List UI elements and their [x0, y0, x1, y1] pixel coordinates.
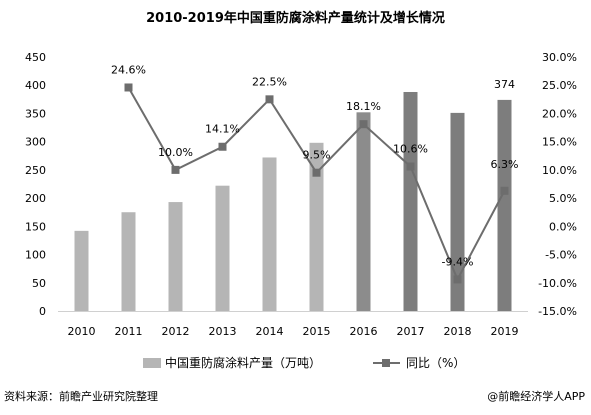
legend-label-bar: 中国重防腐涂料产量（万吨） [165, 355, 321, 370]
x-axis-tick-label: 2010 [68, 325, 96, 338]
left-axis-tick-label: 350 [25, 107, 46, 120]
x-axis-tick-label: 2013 [209, 325, 237, 338]
growth-data-label: 18.1% [346, 100, 381, 113]
right-axis-tick-label: 25.0% [542, 79, 577, 92]
x-axis-tick-label: 2017 [397, 325, 425, 338]
bar-2014 [262, 157, 277, 311]
right-axis-tick-label: -15.0% [538, 305, 577, 318]
bar-2019 [497, 99, 512, 311]
left-axis-tick-label: 0 [39, 305, 46, 318]
left-axis-tick-label: 250 [25, 164, 46, 177]
growth-data-label: 22.5% [252, 75, 287, 88]
bar-2011 [121, 212, 136, 311]
right-axis-tick-label: -10.0% [538, 277, 577, 290]
growth-marker-2019 [500, 186, 509, 195]
growth-data-label: 6.3% [491, 158, 519, 171]
x-axis-tick-label: 2014 [256, 325, 284, 338]
left-axis-tick-label: 100 [25, 249, 46, 262]
bar-2018 [450, 112, 465, 311]
x-axis-tick-label: 2011 [115, 325, 143, 338]
growth-data-label: 24.6% [111, 63, 146, 76]
credit-note: @前瞻经济学人APP [487, 390, 585, 403]
right-axis-tick-label: 10.0% [542, 164, 577, 177]
left-axis-tick-label: 450 [25, 51, 46, 64]
growth-data-label: 10.0% [158, 146, 193, 159]
x-axis-tick-label: 2018 [444, 325, 472, 338]
right-axis-tick-label: 20.0% [542, 107, 577, 120]
growth-data-label: 10.6% [393, 143, 428, 156]
growth-marker-2015 [312, 168, 321, 177]
bar-2013 [215, 185, 230, 311]
right-axis-tick-label: 15.0% [542, 136, 577, 149]
legend-swatch-bar [143, 358, 161, 368]
left-axis-tick-label: 400 [25, 79, 46, 92]
bar-2012 [168, 202, 183, 311]
bar-2017 [403, 91, 418, 312]
source-note: 资料来源：前瞻产业研究院整理 [4, 390, 158, 403]
bar-2016 [356, 112, 371, 311]
growth-marker-2011 [124, 83, 133, 92]
growth-marker-2017 [406, 162, 415, 171]
growth-marker-2012 [171, 165, 180, 174]
left-axis-tick-label: 300 [25, 136, 46, 149]
growth-marker-2018 [453, 275, 462, 284]
growth-data-label: 14.1% [205, 123, 240, 136]
x-axis-tick-label: 2019 [491, 325, 519, 338]
growth-marker-2013 [218, 142, 227, 151]
right-axis-tick-label: 30.0% [542, 51, 577, 64]
left-axis-tick-label: 150 [25, 220, 46, 233]
bar-2015 [309, 142, 324, 311]
right-axis-tick-label: -5.0% [545, 249, 577, 262]
growth-data-label: 9.5% [303, 149, 331, 162]
growth-data-label: -9.4% [442, 255, 474, 268]
growth-marker-2014 [265, 95, 274, 104]
left-axis-tick-label: 200 [25, 192, 46, 205]
legend-label-line: 同比（%） [406, 356, 465, 370]
bar-data-label: 374 [494, 78, 515, 91]
legend-swatch-marker [382, 359, 390, 367]
x-axis-tick-label: 2016 [350, 325, 378, 338]
chart-title: 2010-2019年中国重防腐涂料产量统计及增长情况 [146, 11, 445, 26]
x-axis-tick-label: 2012 [162, 325, 190, 338]
growth-marker-2016 [359, 120, 368, 129]
x-axis-tick-label: 2015 [303, 325, 331, 338]
right-axis-tick-label: 0.0% [549, 220, 577, 233]
bar-2010 [74, 230, 89, 311]
left-axis-tick-label: 50 [32, 277, 46, 290]
right-axis-tick-label: 5.0% [549, 192, 577, 205]
